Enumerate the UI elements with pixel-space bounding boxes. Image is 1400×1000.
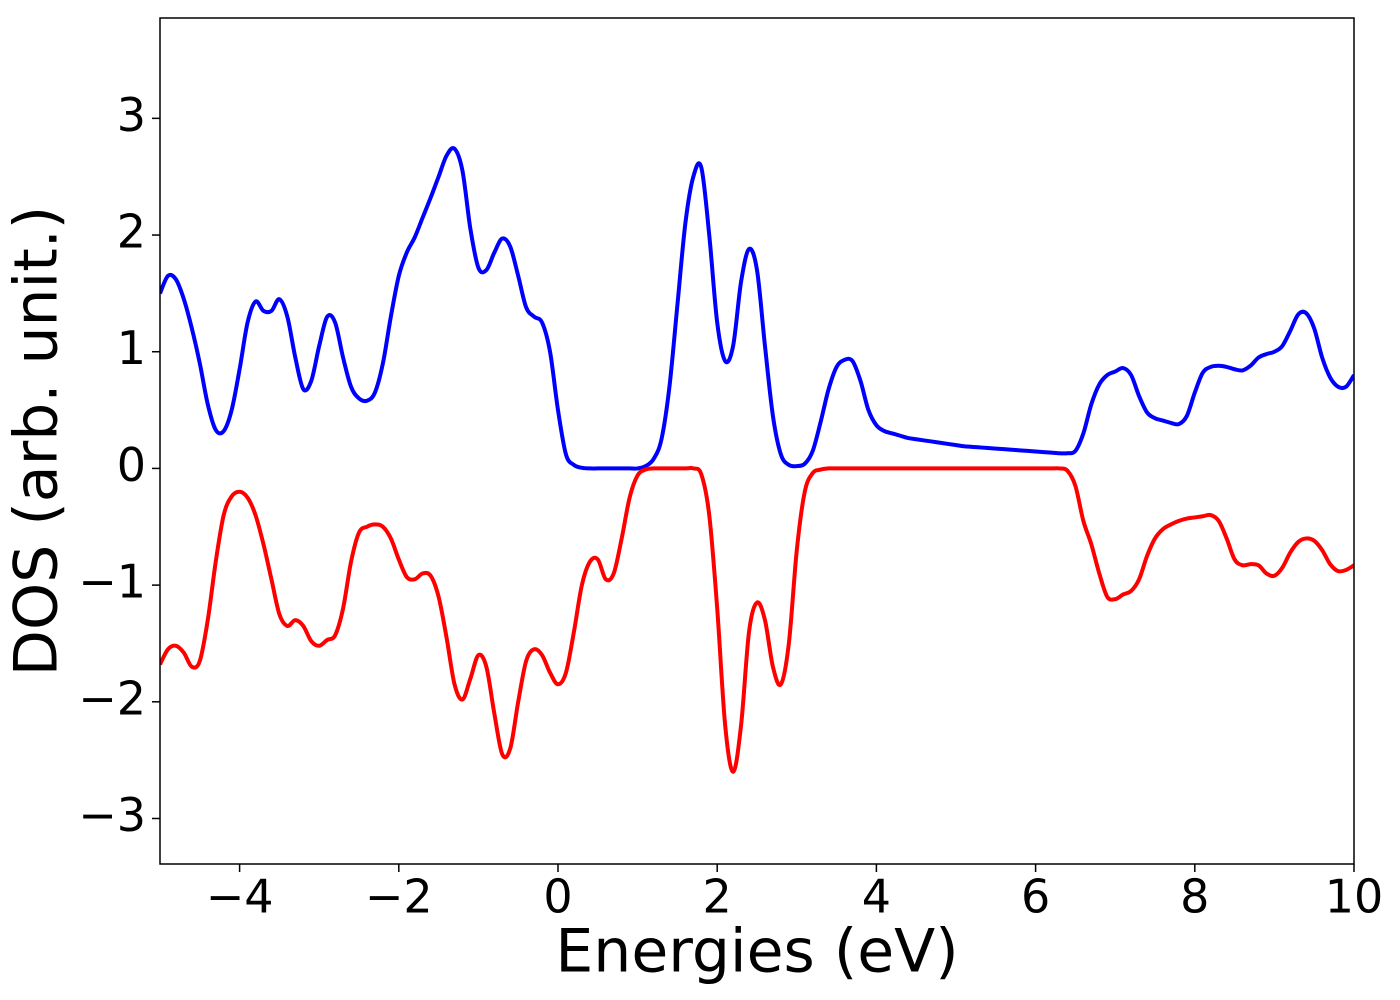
- x-tick-label: −2: [365, 870, 433, 924]
- y-tick-label: −2: [78, 671, 146, 725]
- y-tick-label: 3: [117, 88, 146, 142]
- x-tick-label: 6: [1021, 870, 1050, 924]
- y-tick-label: 1: [117, 321, 146, 375]
- plot-area: [160, 146, 1354, 774]
- dos-line: [160, 465, 1354, 774]
- x-tick-label: 0: [543, 870, 572, 924]
- axes-frame: [159, 17, 1355, 865]
- y-tick-label: −3: [78, 788, 146, 842]
- x-tick-label: 10: [1325, 870, 1384, 924]
- y-tick-label: 0: [117, 438, 146, 492]
- y-tick-label: −1: [78, 555, 146, 609]
- x-tick-label: 8: [1180, 870, 1209, 924]
- x-tick-label: 2: [703, 870, 732, 924]
- x-tick-label: −4: [206, 870, 274, 924]
- dos-line: [160, 146, 1354, 471]
- x-axis-label: Energies (eV): [555, 917, 958, 987]
- y-axis-label: DOS (arb. unit.): [2, 206, 72, 676]
- x-tick-label: 4: [862, 870, 891, 924]
- y-tick-label: 2: [117, 205, 146, 259]
